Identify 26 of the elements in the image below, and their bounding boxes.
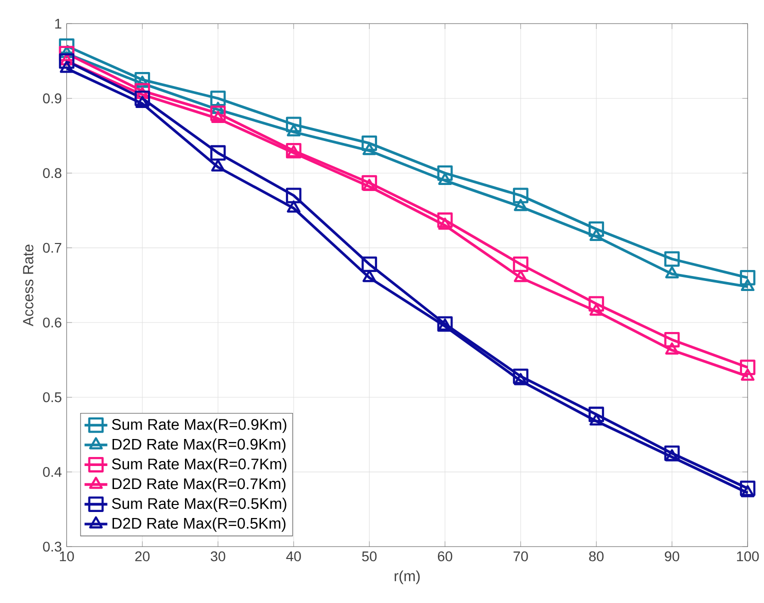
x-tick-label: 30 <box>210 552 226 562</box>
x-tick-label: 40 <box>286 552 301 562</box>
x-tick-label: 80 <box>589 552 604 562</box>
x-tick-label: 100 <box>737 552 759 562</box>
legend-label: D2D Rate Max(R=0.5Km) <box>112 518 286 532</box>
x-tick-label: 60 <box>438 552 452 562</box>
x-tick-label: 10 <box>60 552 74 562</box>
y-tick-label: 0.9 <box>43 94 62 104</box>
y-tick-label: 0.5 <box>43 392 62 402</box>
legend-label: Sum Rate Max(R=0.5Km) <box>112 498 286 512</box>
x-axis-title: r(m) <box>394 570 420 584</box>
y-axis-title: Access Rate <box>23 244 34 326</box>
legend-label: D2D Rate Max(R=0.7Km) <box>112 478 286 492</box>
x-tick-label: 90 <box>664 552 680 562</box>
y-tick-label: 0.6 <box>43 318 62 328</box>
x-tick-label: 20 <box>135 552 150 562</box>
y-tick-label: 0.3 <box>43 542 62 552</box>
legend-label: Sum Rate Max(R=0.7Km) <box>112 458 286 473</box>
legend-label: D2D Rate Max(R=0.9Km) <box>112 438 286 453</box>
legend-label: Sum Rate Max(R=0.9Km) <box>112 418 286 434</box>
x-tick-label: 70 <box>514 552 528 562</box>
y-tick-label: 1 <box>55 19 62 29</box>
y-tick-label: 0.4 <box>43 467 62 478</box>
y-tick-label: 0.7 <box>43 243 62 253</box>
x-tick-label: 50 <box>362 552 377 562</box>
y-tick-label: 0.8 <box>43 168 62 178</box>
